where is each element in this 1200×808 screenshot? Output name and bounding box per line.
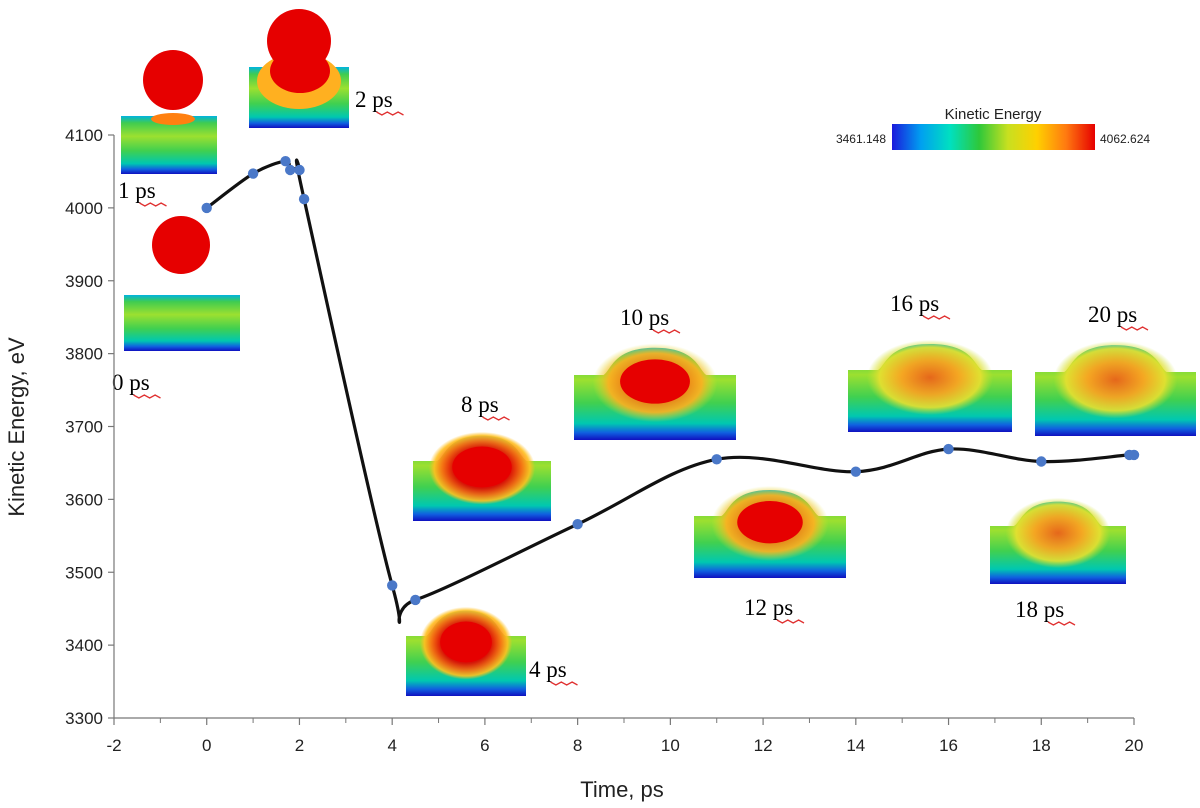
snapshot-2-ps: 2 ps (249, 9, 404, 128)
y-tick-label: 3800 (65, 345, 103, 364)
heat-zone (866, 339, 994, 415)
data-point (850, 466, 861, 477)
spellcheck-underline (550, 681, 578, 686)
y-tick-label: 3500 (65, 563, 103, 582)
x-tick-label: 8 (573, 736, 582, 755)
x-tick-label: 12 (754, 736, 773, 755)
spellcheck-underline (133, 394, 161, 399)
x-tick-label: 4 (387, 736, 396, 755)
snapshot-16-ps: 16 ps (848, 291, 1012, 432)
data-point (201, 202, 212, 214)
data-point (387, 580, 398, 591)
x-tick-label: 18 (1032, 736, 1051, 755)
heat-zone (1005, 497, 1111, 569)
spellcheck-underline (482, 416, 510, 421)
colorbar-title: Kinetic Energy (945, 106, 1042, 123)
data-point (285, 164, 296, 176)
substrate-slab (124, 295, 240, 351)
snapshot-4-ps: 4 ps (406, 606, 578, 696)
x-tick-label: 0 (202, 736, 211, 755)
snapshot-label: 10 ps (620, 305, 669, 330)
spellcheck-underline (922, 315, 951, 320)
y-tick-label: 4100 (65, 126, 103, 145)
hot-core (737, 501, 803, 544)
data-point (1128, 449, 1140, 461)
colorbar: Kinetic Energy 3461.148 4062.624 (836, 106, 1150, 150)
y-axis-title: Kinetic Energy, eV (4, 337, 29, 517)
x-tick-label: 2 (295, 736, 304, 755)
spellcheck-underline (1047, 621, 1076, 626)
droplet (152, 216, 210, 274)
snapshot-label: 18 ps (1015, 597, 1064, 622)
snapshot-10-ps: 10 ps (574, 305, 736, 440)
spellcheck-underline (776, 619, 805, 624)
data-point (943, 443, 954, 455)
x-tick-label: 14 (846, 736, 865, 755)
snapshot-label: 16 ps (890, 291, 939, 316)
snapshot-label: 0 ps (112, 370, 150, 395)
heat-zone (1053, 340, 1178, 419)
data-point (247, 168, 259, 179)
x-axis-title: Time, ps (580, 777, 664, 802)
colorbar-max-label: 4062.624 (1100, 132, 1150, 146)
droplet (143, 50, 203, 110)
y-tick-label: 3600 (65, 490, 103, 509)
series-layer (201, 156, 1140, 624)
colorbar-gradient (892, 124, 1095, 150)
snapshot-label: 12 ps (744, 595, 793, 620)
hot-core (452, 446, 512, 488)
snapshot-8-ps: 8 ps (413, 392, 551, 521)
x-tick-label: 6 (480, 736, 489, 755)
snapshots-layer: 0 ps 1 ps 2 ps 4 ps 8 ps 10 ps 12 ps 16 ps 18 ps… (112, 9, 1196, 696)
substrate-slab (121, 116, 217, 174)
data-point (572, 519, 583, 530)
impact-zone (151, 113, 195, 125)
data-point (1036, 456, 1047, 467)
snapshot-1-ps: 1 ps (118, 50, 217, 207)
snapshot-18-ps: 18 ps (990, 497, 1126, 626)
spellcheck-underline (652, 329, 681, 334)
x-tick-label: 16 (939, 736, 958, 755)
snapshot-label: 4 ps (529, 657, 567, 682)
x-tick-label: -2 (106, 736, 121, 755)
x-tick-label: 10 (661, 736, 680, 755)
snapshot-0-ps: 0 ps (112, 216, 240, 399)
y-tick-label: 4000 (65, 199, 103, 218)
data-point (294, 164, 305, 176)
y-tick-label: 3900 (65, 272, 103, 291)
y-tick-label: 3300 (65, 709, 103, 728)
hot-core (440, 621, 492, 663)
snapshot-label: 8 ps (461, 392, 499, 417)
x-tick-label: 20 (1125, 736, 1144, 755)
y-tick-label: 3400 (65, 636, 103, 655)
data-point (280, 156, 291, 167)
data-point (298, 193, 310, 205)
spellcheck-underline (139, 202, 167, 207)
data-point (711, 454, 722, 465)
snapshot-label: 20 ps (1088, 302, 1137, 327)
hot-core (620, 359, 690, 404)
spellcheck-underline (376, 111, 404, 116)
snapshot-label: 2 ps (355, 87, 393, 112)
snapshot-label: 1 ps (118, 178, 156, 203)
y-tick-label: 3700 (65, 418, 103, 437)
spellcheck-underline (1120, 326, 1149, 331)
snapshot-20-ps: 20 ps (1035, 302, 1196, 436)
snapshot-12-ps: 12 ps (694, 485, 846, 624)
colorbar-min-label: 3461.148 (836, 132, 886, 146)
axes: 3300 3400 3500 3600 3700 3800 3900 4000 4100 -2 0 2… (65, 126, 1143, 755)
data-point (410, 594, 421, 606)
droplet (267, 9, 331, 73)
